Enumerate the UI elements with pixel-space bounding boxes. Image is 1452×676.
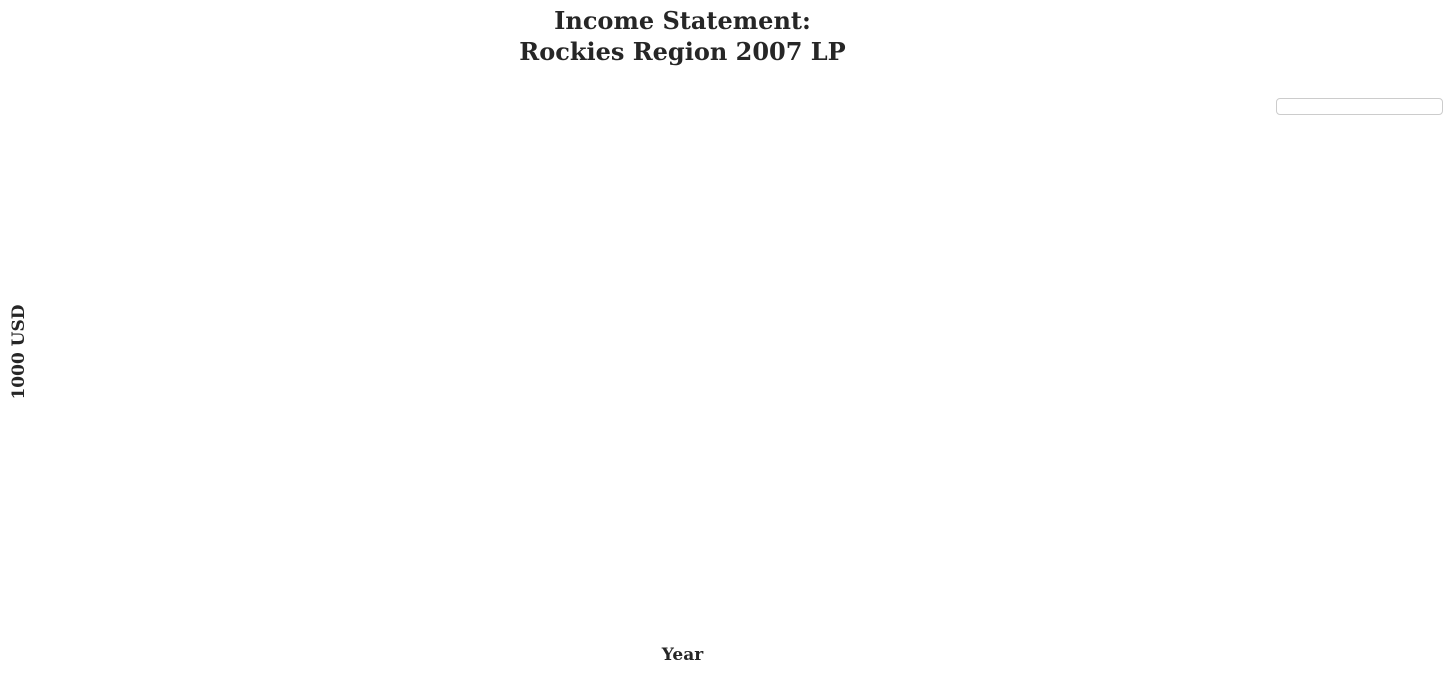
y-axis-label: 1000 USD (9, 304, 29, 400)
x-axis-label: Year (661, 645, 704, 665)
chart-title-line2: Rockies Region 2007 LP (519, 37, 846, 66)
chart-title: Income Statement: Rockies Region 2007 LP (98, 5, 1267, 67)
chart-title-line1: Income Statement: (554, 6, 811, 35)
legend (1276, 98, 1443, 115)
